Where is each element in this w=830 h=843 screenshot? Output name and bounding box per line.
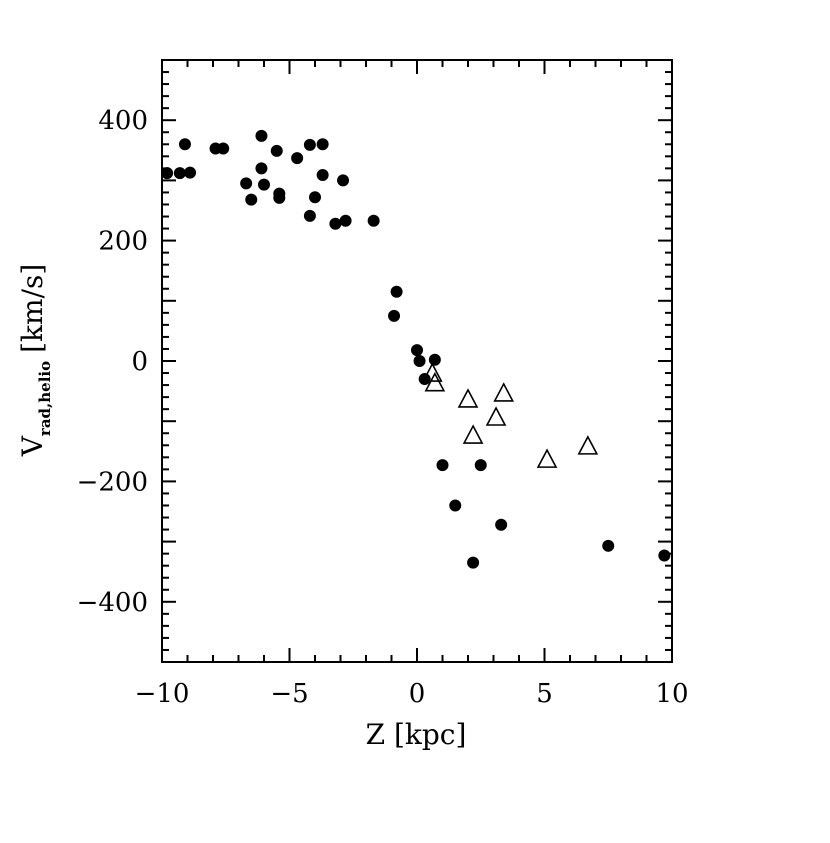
- filled-circle-point: [258, 178, 270, 191]
- filled-circle-point: [449, 499, 462, 512]
- filled-circle-point: [436, 459, 449, 472]
- data-points: [161, 129, 671, 569]
- filled-circle-point: [337, 174, 350, 187]
- y-tick-label: 400: [98, 106, 148, 136]
- filled-circle-point: [467, 556, 480, 569]
- filled-circle-point: [316, 168, 329, 181]
- filled-circle-point: [161, 167, 174, 180]
- open-triangle-point: [493, 382, 515, 402]
- filled-circle-point: [390, 285, 403, 298]
- filled-circle-point: [240, 177, 253, 190]
- open-triangle-point: [424, 371, 446, 392]
- filled-circle-point: [413, 355, 426, 367]
- filled-circle-point: [255, 129, 268, 142]
- x-tick-label: 10: [655, 679, 688, 709]
- open-triangle-point: [421, 362, 443, 382]
- tick-labels: −10 −5 0 5 10 −400 −200 0 200 400: [77, 106, 689, 709]
- filled-circle-point: [388, 309, 401, 322]
- filled-circle-point: [173, 167, 186, 180]
- filled-circle-point: [339, 214, 352, 227]
- axis-ticks: [161, 59, 673, 663]
- open-triangle-point: [536, 448, 558, 468]
- filled-circle-point: [303, 209, 316, 222]
- filled-circle-point: [245, 193, 258, 206]
- filled-circle-point: [184, 166, 197, 179]
- y-tick-label: −200: [77, 467, 148, 497]
- y-tick-label: −400: [77, 588, 148, 618]
- filled-circle-point: [270, 144, 283, 157]
- filled-circle-point: [255, 162, 268, 175]
- filled-circle-point: [411, 344, 423, 357]
- y-tick-label: 200: [98, 227, 148, 257]
- filled-circle-point: [329, 217, 342, 230]
- open-triangle-point: [457, 388, 479, 408]
- filled-circle-point: [178, 138, 191, 151]
- filled-circle-point: [428, 353, 441, 366]
- x-tick-label: −10: [135, 679, 190, 709]
- filled-circle-point: [291, 152, 304, 165]
- y-axis-label-main: V: [16, 435, 49, 457]
- filled-circle-point: [273, 191, 286, 204]
- open-triangle-point: [577, 435, 599, 455]
- y-axis-label-subscript: rad,helio: [36, 361, 54, 436]
- x-tick-label: 5: [536, 679, 553, 709]
- filled-circle-point: [602, 539, 615, 552]
- filled-circle-point: [495, 518, 508, 531]
- x-axis-label: Z [kpc]: [366, 718, 467, 751]
- x-tick-label: 0: [409, 679, 426, 709]
- x-tick-label: −5: [270, 679, 308, 709]
- filled-circle-point: [217, 142, 230, 155]
- y-tick-label: 0: [131, 347, 148, 377]
- filled-circle-point: [367, 214, 380, 227]
- filled-circle-point: [303, 138, 316, 151]
- y-axis-label-unit: [km/s]: [16, 264, 49, 353]
- filled-circle-point: [474, 459, 487, 472]
- open-triangle-point: [462, 424, 484, 444]
- filled-circle-point: [316, 138, 329, 151]
- open-triangle-point: [485, 406, 507, 426]
- filled-circle-point: [658, 549, 671, 562]
- filled-circle-point: [309, 191, 321, 204]
- y-axis-label: Vrad,helio [km/s]: [16, 264, 54, 458]
